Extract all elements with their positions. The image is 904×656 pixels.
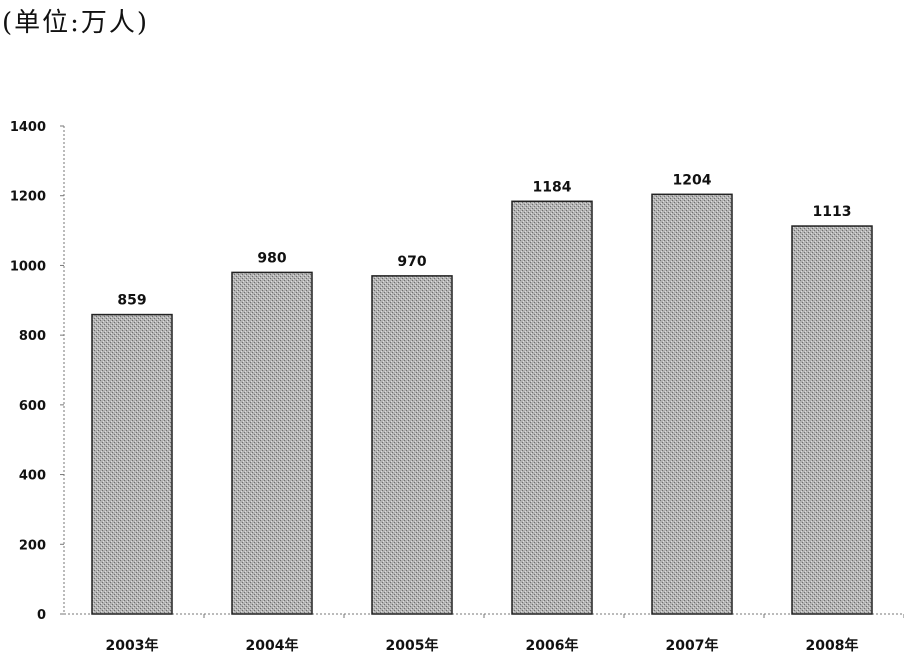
y-tick-label: 200 (19, 538, 46, 553)
x-category-label: 2003年 (106, 637, 159, 654)
axes: 0 200 400 600 800 1000 1200 1400 (10, 120, 904, 623)
y-tick-label: 1400 (10, 120, 46, 135)
x-category-label: 2006年 (526, 637, 579, 654)
y-tick-label: 1200 (10, 190, 46, 205)
x-category-label: 2008年 (806, 637, 859, 654)
x-category-label: 2004年 (246, 637, 299, 654)
bar-value-label: 1204 (673, 172, 712, 188)
bar-value-label: 970 (397, 254, 426, 270)
bar-value-label: 859 (117, 293, 146, 309)
bar (91, 313, 173, 615)
bar (511, 200, 593, 615)
bar-value-label: 980 (257, 250, 286, 266)
unit-note: (单位:万人) (2, 8, 150, 38)
x-category-label: 2005年 (386, 637, 439, 654)
bar (651, 193, 733, 615)
labels: 859 2003年 980 2004年 970 2005年 1184 2006年 1204 200… (106, 172, 859, 654)
y-tick-label: 0 (37, 608, 46, 623)
bars (91, 193, 873, 615)
y-tick-label: 400 (19, 469, 46, 484)
y-tick-label: 800 (19, 329, 46, 344)
bar-value-label: 1184 (533, 179, 572, 195)
bar (371, 275, 453, 615)
y-tick-label: 600 (19, 399, 46, 414)
bar-value-label: 1113 (813, 204, 852, 220)
x-category-label: 2007年 (666, 637, 719, 654)
y-tick-label: 1000 (10, 259, 46, 274)
bar (791, 225, 873, 615)
bar (231, 271, 313, 615)
